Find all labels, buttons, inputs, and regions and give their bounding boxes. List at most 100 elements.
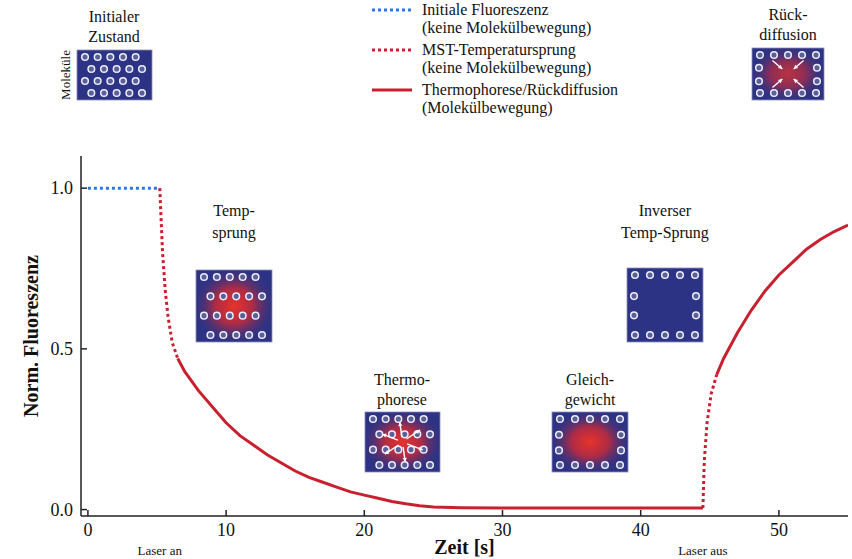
- legend-label: Thermophorese/Rückdiffusion(Molekülbeweg…: [422, 81, 618, 117]
- molecule: [693, 312, 700, 319]
- x-tick: [778, 510, 780, 516]
- legend: Initiale Fluoreszenz(keine Molekülbewegu…: [372, 1, 618, 117]
- molecule: [662, 332, 669, 339]
- annotation: diffusion: [759, 26, 816, 43]
- illustration: [77, 50, 152, 100]
- molecule: [113, 66, 120, 73]
- molecule: [395, 416, 402, 423]
- molecule: [602, 462, 609, 469]
- illustration-frame: [365, 412, 440, 472]
- molecule: [226, 312, 233, 319]
- x-tick-label: 50: [770, 520, 788, 540]
- molecule: [617, 416, 624, 423]
- plot-lines: [88, 188, 848, 508]
- molecule: [556, 432, 563, 439]
- molecule: [799, 52, 806, 59]
- molecule: [370, 416, 377, 423]
- x-tick: [502, 510, 504, 516]
- arrow-head: [418, 446, 422, 450]
- series-line: [717, 225, 848, 374]
- annotation: Thermo-: [374, 371, 430, 388]
- illustration: [365, 412, 440, 472]
- x-tick-label: 10: [217, 520, 235, 540]
- y-tick: [81, 348, 87, 350]
- molecule: [420, 416, 427, 423]
- annotation: Inverser: [639, 202, 692, 219]
- molecule: [214, 274, 221, 281]
- illustration: [752, 48, 824, 100]
- molecule: [226, 274, 233, 281]
- molecule: [126, 90, 133, 97]
- x-tick: [225, 510, 227, 516]
- molecule: [617, 462, 624, 469]
- x-axis: [81, 515, 848, 517]
- molecule: [771, 90, 778, 97]
- molecule: [572, 416, 579, 423]
- legend-label-line: MST-Temperatursprung: [422, 41, 576, 59]
- legend-label: MST-Temperatursprung(keine Molekülbewegu…: [422, 41, 591, 77]
- molecule: [813, 52, 820, 59]
- molecule: [662, 272, 669, 279]
- molecule: [107, 78, 114, 85]
- legend-label-line: (keine Molekülbewegung): [422, 59, 591, 77]
- annotation: Laser aus: [678, 543, 727, 558]
- y-tick: [81, 509, 87, 511]
- arrow-shaft: [772, 61, 782, 69]
- molecule: [233, 293, 240, 300]
- arrow-head: [403, 458, 407, 462]
- illustration: [552, 412, 628, 472]
- heat-spot: [552, 412, 628, 472]
- arrow-shaft: [794, 61, 804, 69]
- molecule: [389, 462, 396, 469]
- arrow-head: [794, 65, 798, 69]
- illustration-frame: [552, 412, 628, 472]
- molecule: [201, 274, 208, 281]
- molecule: [246, 332, 253, 339]
- molecule: [771, 52, 778, 59]
- x-tick-label: 40: [632, 520, 650, 540]
- arrow-head: [398, 422, 402, 426]
- molecule: [401, 462, 408, 469]
- molecule: [120, 78, 127, 85]
- molecule: [101, 90, 108, 97]
- annotation: gewicht: [565, 391, 616, 409]
- molecule: [408, 446, 415, 453]
- molecule: [113, 90, 120, 97]
- molecule: [376, 431, 383, 438]
- molecule: [631, 293, 638, 300]
- molecule: [82, 54, 89, 61]
- arrow-shaft: [382, 434, 398, 440]
- x-tick: [87, 510, 89, 516]
- arrow-shaft: [385, 445, 399, 454]
- annotation: Temp-: [213, 202, 255, 220]
- molecule: [632, 332, 639, 339]
- molecule: [647, 332, 654, 339]
- molecule: [239, 312, 246, 319]
- molecule: [631, 312, 638, 319]
- x-tick-label: 0: [83, 520, 92, 540]
- molecule: [632, 272, 639, 279]
- legend-label-line: Thermophorese/Rückdiffusion: [422, 81, 618, 99]
- legend-label-line: (Molekülbewegung): [422, 99, 553, 117]
- molecule: [757, 52, 764, 59]
- heat-spot: [752, 48, 824, 100]
- annotation: phorese: [377, 391, 427, 409]
- molecule: [572, 462, 579, 469]
- heat-spot: [196, 270, 272, 342]
- molecule: [252, 274, 259, 281]
- arrow-head: [382, 434, 386, 438]
- molecule: [587, 416, 594, 423]
- molecule: [370, 446, 377, 453]
- molecule: [692, 272, 699, 279]
- x-tick: [364, 510, 366, 516]
- molecule: [120, 54, 127, 61]
- molecule: [376, 462, 383, 469]
- legend-swatch: [372, 89, 412, 92]
- molecule: [677, 332, 684, 339]
- molecule: [693, 293, 700, 300]
- molecule: [207, 293, 214, 300]
- molecule: [94, 54, 101, 61]
- y-tick-label: 0.0: [51, 500, 74, 520]
- molecule: [201, 312, 208, 319]
- annotation: Initialer: [89, 8, 140, 25]
